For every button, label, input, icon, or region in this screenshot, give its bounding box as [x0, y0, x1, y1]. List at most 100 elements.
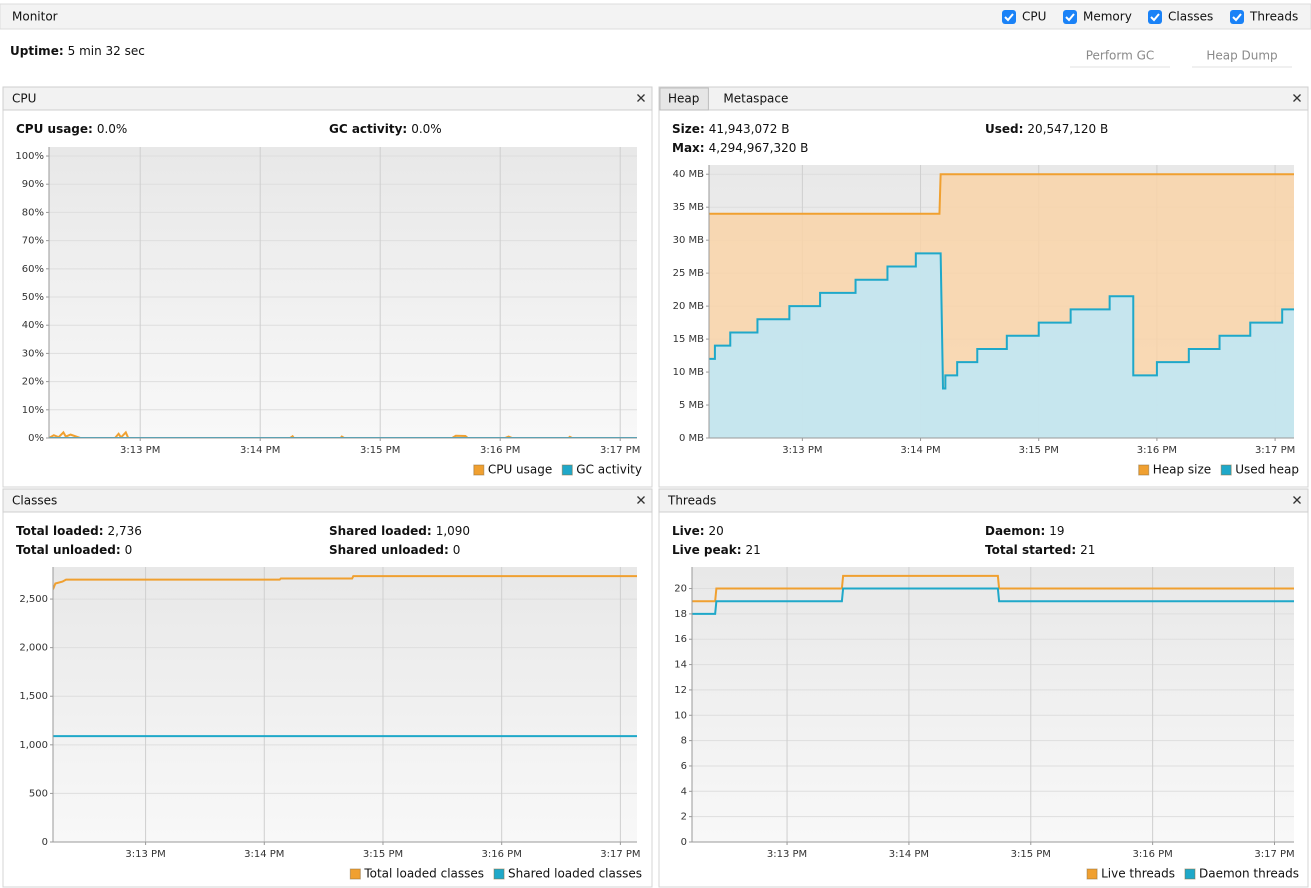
series-area: [709, 253, 1294, 438]
stat-value: 4,294,967,320 B: [709, 141, 809, 155]
x-tick-label: 3:17 PM: [1254, 849, 1294, 860]
checkbox-label[interactable]: Memory: [1083, 10, 1132, 24]
stat: Shared loaded: 1,090: [329, 524, 470, 538]
button[interactable]: Heap Dump: [1206, 49, 1277, 63]
y-tick-label: 35 MB: [673, 202, 705, 213]
y-tick-label: 0 MB: [679, 433, 704, 444]
legend-swatch: [1086, 868, 1098, 880]
x-tick-label: 3:14 PM: [244, 849, 284, 860]
tab-label[interactable]: Metaspace: [723, 92, 788, 106]
stat-label: Live:: [672, 524, 705, 538]
stat-label: Shared loaded:: [329, 524, 432, 538]
close-button[interactable]: [637, 496, 645, 504]
tab-selected: [659, 87, 709, 111]
x-tick-label: 3:13 PM: [120, 445, 160, 456]
stat-label: Daemon:: [985, 524, 1045, 538]
stat-label: CPU usage:: [16, 122, 93, 136]
stat-value: 21: [1080, 543, 1095, 557]
legend-swatch: [561, 464, 573, 476]
tab-label[interactable]: Heap: [668, 92, 699, 106]
plot-area: [53, 567, 637, 842]
uptime-value: 5 min 32 sec: [68, 44, 145, 58]
y-tick-label: 500: [29, 788, 48, 799]
close-button[interactable]: [1293, 94, 1301, 102]
y-tick-label: 40%: [22, 320, 44, 331]
checkbox-label[interactable]: Threads: [1249, 10, 1298, 24]
stat: Shared unloaded: 0: [329, 543, 460, 557]
stat-value: 20: [709, 524, 724, 538]
y-tick-label: 16: [674, 634, 687, 645]
stat: Live: 20: [672, 524, 724, 538]
x-tick-label: 3:17 PM: [1255, 445, 1295, 456]
panel-header: [658, 86, 1309, 111]
stat-value: 0.0%: [411, 122, 442, 136]
legend-label: CPU usage: [488, 463, 552, 477]
y-tick-label: 14: [674, 660, 687, 671]
legend-label: Heap size: [1153, 463, 1211, 477]
stat: CPU usage: 0.0%: [16, 122, 127, 136]
stat-value: 21: [746, 543, 761, 557]
legend-swatch: [1184, 868, 1196, 880]
stat: Total unloaded: 0: [16, 543, 132, 557]
y-tick-label: 15 MB: [673, 334, 705, 345]
close-button[interactable]: [1293, 496, 1301, 504]
legend-label: Total loaded classes: [363, 867, 484, 881]
x-tick-label: 3:15 PM: [363, 849, 403, 860]
x-tick-label: 3:16 PM: [1137, 445, 1177, 456]
series-line: [692, 574, 1294, 603]
check-mark: [1004, 13, 1014, 22]
y-tick-label: 12: [674, 685, 687, 696]
y-tick-label: 2: [681, 812, 687, 823]
x-tick-label: 3:16 PM: [482, 849, 522, 860]
x-tick-label: 3:16 PM: [480, 445, 520, 456]
checkbox[interactable]: [1148, 10, 1162, 24]
series-line: [709, 252, 1294, 390]
y-tick-label: 2,000: [19, 643, 48, 654]
y-tick-label: 100%: [15, 151, 44, 162]
y-tick-label: 30 MB: [673, 235, 705, 246]
stat-value: 19: [1049, 524, 1064, 538]
series-line: [709, 173, 1294, 215]
checkbox[interactable]: [1063, 10, 1077, 24]
y-tick-label: 1,500: [19, 691, 48, 702]
y-tick-label: 10 MB: [673, 367, 705, 378]
panel-title: CPU: [12, 92, 36, 106]
checkbox[interactable]: [1230, 10, 1244, 24]
stat-label: Size:: [672, 122, 705, 136]
stat: Used: 20,547,120 B: [985, 122, 1108, 136]
stat: GC activity: 0.0%: [329, 122, 442, 136]
x-tick-label: 3:14 PM: [900, 445, 940, 456]
stat-label: Used:: [985, 122, 1023, 136]
stat-label: Live peak:: [672, 543, 742, 557]
y-tick-label: 90%: [22, 179, 44, 190]
y-tick-label: 10: [674, 710, 687, 721]
x-tick-label: 3:13 PM: [125, 849, 165, 860]
x-tick-label: 3:16 PM: [1132, 849, 1172, 860]
checkbox[interactable]: [1002, 10, 1016, 24]
legend-swatch: [1138, 464, 1150, 476]
stat: Live peak: 21: [672, 543, 761, 557]
checkbox-label[interactable]: CPU: [1022, 10, 1046, 24]
legend-label: Live threads: [1101, 867, 1175, 881]
stat-value: 20,547,120 B: [1027, 122, 1108, 136]
y-tick-label: 30%: [22, 348, 44, 359]
y-tick-label: 20: [674, 584, 687, 595]
series-line: [692, 587, 1294, 615]
checkbox-label[interactable]: Classes: [1168, 10, 1213, 24]
y-tick-label: 20 MB: [673, 301, 705, 312]
top-bar: [0, 3, 1311, 30]
y-tick-label: 2,500: [19, 594, 48, 605]
y-tick-label: 0%: [28, 433, 44, 444]
stat: Size: 41,943,072 B: [672, 122, 789, 136]
panel-header: [2, 86, 653, 111]
uptime-label: Uptime:: [10, 44, 64, 58]
stat: Daemon: 19: [985, 524, 1065, 538]
panel-title: Threads: [667, 494, 716, 508]
panel-header: [658, 488, 1309, 513]
stat-label: Max:: [672, 141, 705, 155]
y-tick-label: 70%: [22, 236, 44, 247]
button[interactable]: Perform GC: [1086, 49, 1155, 63]
close-button[interactable]: [637, 94, 645, 102]
y-tick-label: 5 MB: [679, 400, 704, 411]
